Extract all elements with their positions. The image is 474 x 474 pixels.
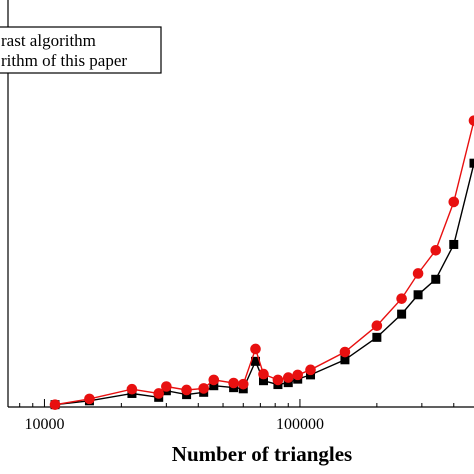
series-line bbox=[54, 120, 474, 406]
data-point-circle bbox=[228, 377, 239, 389]
data-point-circle bbox=[181, 384, 192, 396]
x-tick-label: 10000 bbox=[24, 416, 64, 433]
data-point-circle bbox=[305, 364, 316, 376]
data-point-square bbox=[372, 332, 382, 342]
data-point-circle bbox=[430, 244, 442, 256]
data-point-circle bbox=[412, 268, 424, 279]
legend-box bbox=[0, 26, 162, 74]
data-point-circle bbox=[208, 374, 220, 386]
data-point-circle bbox=[272, 374, 284, 386]
data-point-circle bbox=[292, 369, 304, 381]
data-point-square bbox=[258, 376, 268, 386]
data-point-circle bbox=[339, 346, 351, 358]
data-point-circle bbox=[448, 196, 460, 208]
data-point-circle bbox=[49, 399, 61, 410]
data-point-circle bbox=[396, 293, 407, 304]
series-this-paper bbox=[49, 115, 474, 410]
series-layer bbox=[49, 115, 474, 410]
x-tick-label: 100000 bbox=[276, 416, 324, 433]
data-point-square bbox=[340, 355, 350, 365]
data-point-circle bbox=[282, 372, 294, 383]
x-axis-title: Number of triangles bbox=[172, 442, 352, 466]
data-point-circle bbox=[161, 381, 172, 392]
data-point-circle bbox=[126, 383, 138, 395]
legend-label-this-paper: rithm of this paper bbox=[1, 51, 127, 70]
legend-label-rast-algorithm: rast algorithm bbox=[1, 31, 96, 50]
data-point-circle bbox=[237, 378, 249, 390]
data-point-circle bbox=[198, 383, 209, 394]
data-point-square bbox=[431, 274, 441, 284]
data-point-square bbox=[209, 381, 219, 391]
data-point-square bbox=[449, 239, 459, 249]
data-point-square bbox=[413, 290, 423, 300]
data-point-circle bbox=[84, 393, 95, 405]
data-point-square bbox=[397, 309, 407, 319]
data-point-square bbox=[251, 356, 261, 366]
x-ticks: 10000 100000 bbox=[19, 399, 455, 433]
data-point-square bbox=[469, 158, 474, 168]
data-point-circle bbox=[258, 368, 269, 380]
legend: rast algorithm rithm of this paper bbox=[0, 26, 162, 74]
data-point-circle bbox=[250, 343, 261, 355]
data-point-circle bbox=[468, 115, 474, 126]
data-point-circle bbox=[371, 320, 383, 332]
data-point-circle bbox=[153, 388, 164, 399]
